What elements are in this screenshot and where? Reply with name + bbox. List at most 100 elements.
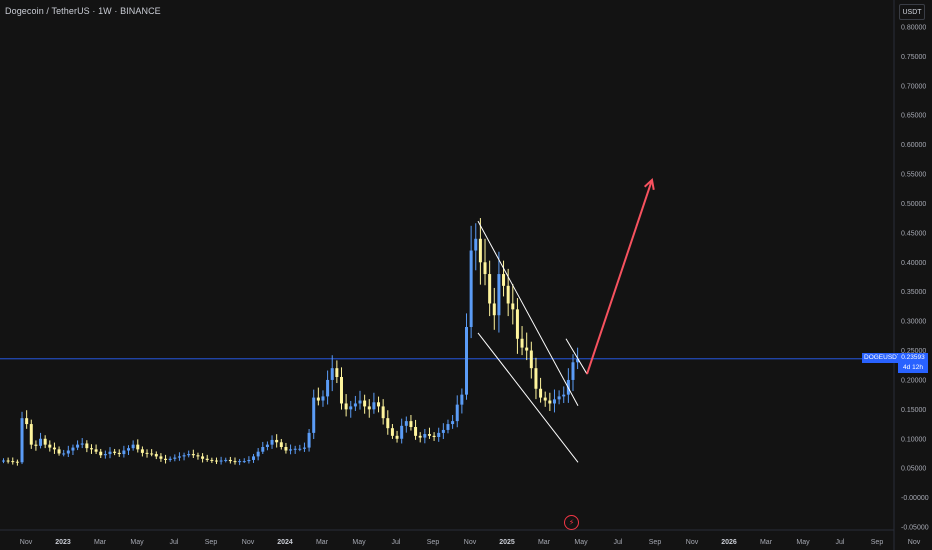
candle-body xyxy=(395,435,399,439)
candle-body xyxy=(66,450,70,454)
price-axis[interactable]: 0.80000 0.75000 0.70000 0.65000 0.60000 0.550… xyxy=(901,25,929,532)
price-tick-label: 0.40000 xyxy=(901,260,926,267)
candle-body xyxy=(196,455,200,457)
candle-body xyxy=(377,402,381,407)
candle-body xyxy=(414,427,418,436)
candle-body xyxy=(85,443,89,449)
price-tick-label: 0.60000 xyxy=(901,142,926,149)
candle-body xyxy=(265,444,269,447)
candle-body xyxy=(515,309,519,339)
lightning-icon[interactable]: ⚡ xyxy=(564,515,579,530)
candle-body xyxy=(99,451,103,456)
price-tick-label: 0.10000 xyxy=(901,436,926,443)
time-axis[interactable]: Nov 2023 Mar May Jul Sep Nov 2024 Mar May Jul Sep No… xyxy=(20,539,921,546)
candle-body xyxy=(117,452,121,455)
candle-body xyxy=(164,458,168,460)
time-tick-label: Mar xyxy=(94,539,107,546)
candle-body xyxy=(80,443,84,445)
candle-body xyxy=(423,434,427,438)
price-tick-label: 0.50000 xyxy=(901,201,926,208)
candle-body xyxy=(127,448,131,451)
candle-body xyxy=(6,460,10,462)
time-tick-label: 2023 xyxy=(55,539,71,546)
candle-body xyxy=(177,456,181,458)
candle-body xyxy=(238,461,242,463)
candle-body xyxy=(205,458,209,460)
bar-countdown: 4d 12h xyxy=(903,364,923,371)
candle-body xyxy=(330,368,334,380)
candle-body xyxy=(113,451,117,453)
currency-selector[interactable]: USDT xyxy=(899,4,925,20)
time-tick-label: May xyxy=(574,539,588,546)
candle-body xyxy=(224,459,228,461)
candle-body xyxy=(483,262,487,275)
price-tick-label: 0.35000 xyxy=(901,289,926,296)
candle-body xyxy=(520,338,524,348)
time-tick-label: 2026 xyxy=(721,539,737,546)
candle-body xyxy=(252,456,256,460)
breakout-line[interactable] xyxy=(565,338,588,375)
candle-body xyxy=(552,399,556,404)
candle-body xyxy=(390,428,394,436)
last-price-badge: 0.23593 4d 12h xyxy=(898,353,928,373)
candle-body xyxy=(386,418,390,429)
candle-body xyxy=(103,454,107,456)
wedge-lower-line[interactable] xyxy=(477,332,579,463)
candle-body xyxy=(242,461,246,463)
wedge-upper-line[interactable] xyxy=(477,220,579,406)
candle-body xyxy=(409,421,413,427)
price-tick-label: 0.15000 xyxy=(901,407,926,414)
candle-body xyxy=(131,444,135,449)
price-tick-label: -0.05000 xyxy=(901,525,929,532)
candle-body xyxy=(228,459,232,462)
candle-body xyxy=(363,400,367,407)
time-tick-label: Jul xyxy=(170,539,179,546)
candle-body xyxy=(446,424,450,430)
candle-body xyxy=(441,429,445,433)
candle-body xyxy=(460,394,464,405)
candle-body xyxy=(289,449,293,451)
candle-body xyxy=(502,274,506,286)
candle-body xyxy=(62,453,66,455)
candle-body xyxy=(469,250,473,327)
candle-body xyxy=(29,424,33,445)
candle-body xyxy=(335,368,339,377)
candle-body xyxy=(437,432,441,437)
projection-arrow-head[interactable] xyxy=(643,177,655,190)
candle-body xyxy=(381,406,385,419)
candle-body xyxy=(506,285,510,304)
time-tick-label: May xyxy=(130,539,144,546)
candle-body xyxy=(145,452,149,454)
candle-body xyxy=(2,460,5,462)
candle-body xyxy=(451,421,455,425)
candle-body xyxy=(210,459,214,461)
candle-body xyxy=(25,418,29,425)
drawings[interactable] xyxy=(477,177,655,463)
candle-body xyxy=(316,397,320,401)
candle-body xyxy=(497,274,501,316)
candle-body xyxy=(349,406,353,410)
candle-body xyxy=(511,303,515,310)
candle-body xyxy=(465,327,468,395)
candle-body xyxy=(136,444,140,450)
candle-body xyxy=(187,454,191,456)
candle-body xyxy=(548,400,552,404)
time-tick-label: May xyxy=(352,539,366,546)
candle-body xyxy=(478,238,482,263)
time-tick-label: Nov xyxy=(464,539,477,546)
candle-body xyxy=(344,403,348,410)
candle-body xyxy=(576,358,580,363)
candle-body xyxy=(427,434,431,436)
price-tick-label: 0.75000 xyxy=(901,54,926,61)
projection-arrow-line[interactable] xyxy=(586,179,653,375)
candle-body xyxy=(525,347,529,351)
time-tick-label: Nov xyxy=(20,539,33,546)
candle-body xyxy=(173,457,177,459)
time-tick-label: Nov xyxy=(242,539,255,546)
candle-body xyxy=(298,448,302,450)
symbol-title[interactable]: Dogecoin / TetherUS · 1W · BINANCE xyxy=(5,6,161,16)
price-tick-label: 0.30000 xyxy=(901,319,926,326)
time-tick-label: Sep xyxy=(649,539,662,546)
